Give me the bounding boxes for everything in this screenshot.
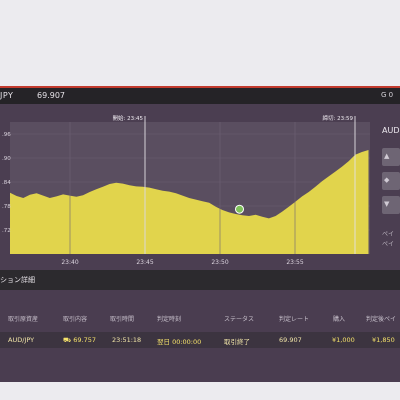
chart-svg: 23:40 23:45 23:50 23:55 .96 .90 .84 .78 .72 開始: 2…	[2, 114, 370, 266]
sidebar-high-button[interactable]: ▲	[382, 148, 400, 166]
marker-label: 開始: 23:45	[113, 114, 144, 122]
y-tick-label: .84	[2, 180, 11, 186]
col-time: 取引時間	[110, 316, 135, 323]
cell-content: ⛟ 69.757	[63, 336, 96, 344]
cell-purchase: ¥1,000	[332, 336, 355, 344]
col-content: 取引内容	[63, 316, 88, 323]
cell-judge-time: 翌日 00:00:00	[157, 338, 202, 346]
sidebar-payout-label-1: ペイ	[382, 231, 395, 238]
clock-indicator: G 0	[381, 91, 394, 99]
table-row[interactable]: AUD/JPY ⛟ 69.757 23:51:18 翌日 00:00:00 取引…	[0, 332, 400, 348]
col-status: ステータス	[224, 316, 255, 323]
x-tick-label: 23:40	[61, 259, 78, 266]
price-chart: 23:40 23:45 23:50 23:55 .96 .90 .84 .78 .72 開始: 2…	[0, 104, 400, 270]
position-details-bar: ション詳細	[0, 270, 400, 290]
y-tick-label: .90	[2, 156, 11, 162]
accent-line	[0, 86, 400, 88]
col-judge-time: 判定時刻	[157, 316, 182, 323]
y-tick-label: .78	[2, 204, 11, 210]
marker-label: 締切: 23:59	[323, 114, 354, 122]
cell-asset: AUD/JPY	[8, 336, 35, 344]
low-icon: ▼	[384, 200, 390, 208]
col-purchase: 購入	[333, 316, 346, 323]
sidebar-payout-label-2: ペイ	[382, 241, 395, 248]
section-title: ション詳細	[0, 276, 35, 284]
entry-point-marker	[235, 204, 244, 214]
current-rate: 69.907	[37, 91, 65, 100]
cell-payout: ¥1,850	[372, 336, 395, 344]
cell-status: 取引終了	[224, 338, 250, 346]
top-bar: JPY 69.907 G 0	[0, 88, 400, 104]
high-icon: ▲	[384, 152, 390, 160]
sidebar-low-button[interactable]: ▼	[382, 196, 400, 214]
x-tick-label: 23:50	[211, 259, 228, 266]
col-payout: 判定後ペイ	[366, 316, 397, 323]
mid-icon: ◆	[384, 176, 390, 184]
trading-screen: JPY 69.907 G 0 23:40 23:45 23:50 23:55 .96 .9…	[0, 86, 400, 382]
currency-pair-label: JPY	[0, 91, 14, 100]
x-tick-label: 23:55	[286, 259, 303, 266]
y-tick-label: .96	[2, 132, 11, 138]
col-judge-rate: 判定レート	[279, 316, 310, 323]
sidebar-pair-label: AUD	[382, 126, 400, 135]
sidebar-mid-button[interactable]: ◆	[382, 172, 400, 190]
y-tick-label: .72	[2, 228, 11, 234]
price-area	[10, 150, 369, 254]
table-header-row: 取引原資産 取引内容 取引時間 判定時刻 ステータス 判定レート 購入 判定後ペ…	[0, 312, 400, 326]
cell-judge-rate: 69.907	[279, 336, 302, 344]
cell-time: 23:51:18	[112, 336, 142, 344]
x-tick-label: 23:45	[136, 259, 153, 266]
col-asset: 取引原資産	[8, 316, 39, 323]
